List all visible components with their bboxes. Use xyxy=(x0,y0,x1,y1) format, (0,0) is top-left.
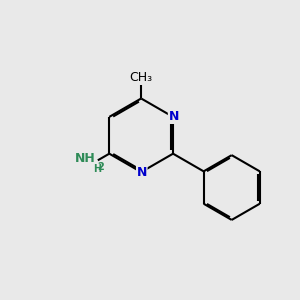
Text: H: H xyxy=(93,164,101,173)
Text: NH: NH xyxy=(75,152,95,165)
Text: CH₃: CH₃ xyxy=(130,71,153,84)
Text: N: N xyxy=(136,166,147,178)
Text: N: N xyxy=(168,110,179,123)
Text: 2: 2 xyxy=(97,162,104,172)
